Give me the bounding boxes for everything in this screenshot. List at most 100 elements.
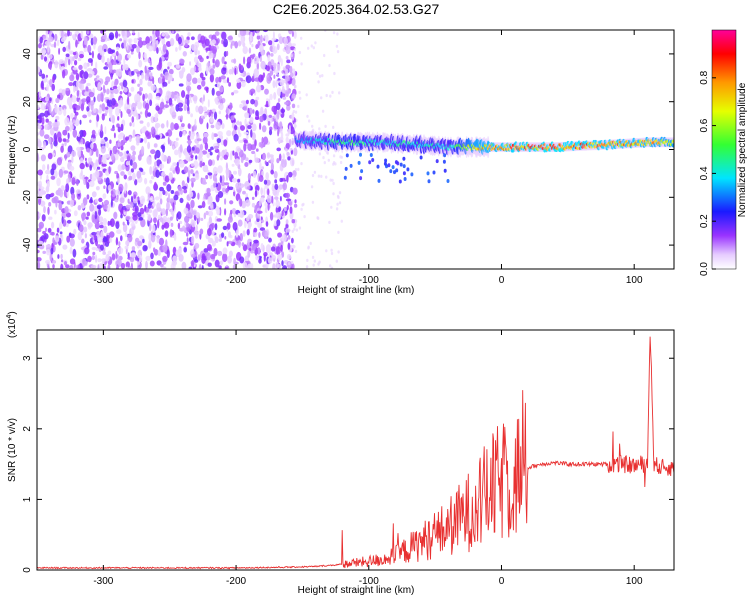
noise-cell xyxy=(49,78,53,88)
signal-cell xyxy=(343,175,347,180)
noise-cell xyxy=(115,221,120,229)
noise-cell xyxy=(42,164,46,171)
noise-cell xyxy=(41,73,46,79)
noise-cell xyxy=(254,57,257,62)
noise-cell xyxy=(298,50,302,55)
noise-cell xyxy=(197,77,202,84)
noise-cell xyxy=(233,90,239,94)
noise-cell xyxy=(77,57,82,62)
noise-cell xyxy=(74,118,80,127)
x-tick-label: -300 xyxy=(93,275,113,286)
noise-cell xyxy=(55,97,60,104)
noise-cell xyxy=(219,260,224,266)
noise-cell xyxy=(279,121,283,130)
noise-cell xyxy=(216,208,221,216)
noise-cell xyxy=(215,121,221,130)
noise-cell xyxy=(238,139,244,143)
noise-cell xyxy=(89,173,93,180)
noise-cell xyxy=(43,141,47,149)
noise-cell xyxy=(272,46,278,54)
noise-cell xyxy=(286,151,290,156)
noise-cell xyxy=(39,36,43,44)
noise-cell xyxy=(272,263,276,269)
noise-cell xyxy=(237,213,241,217)
noise-cell xyxy=(59,189,64,198)
noise-cell xyxy=(146,121,150,128)
noise-cell xyxy=(51,231,55,236)
noise-cell xyxy=(172,145,175,150)
noise-cell xyxy=(191,260,195,267)
noise-cell xyxy=(103,66,109,70)
signal-cell xyxy=(432,170,436,175)
noise-cell xyxy=(49,54,53,60)
noise-cell xyxy=(145,102,150,111)
noise-cell xyxy=(147,58,151,63)
noise-cell xyxy=(156,47,159,54)
noise-cell xyxy=(221,232,225,238)
noise-cell xyxy=(290,157,295,167)
noise-cell xyxy=(186,73,192,82)
noise-cell xyxy=(81,202,84,208)
noise-cell xyxy=(206,152,210,159)
noise-cell xyxy=(57,254,60,259)
noise-cell xyxy=(261,136,264,144)
noise-cell xyxy=(191,235,195,245)
noise-cell xyxy=(190,131,196,137)
noise-cell xyxy=(65,53,70,58)
colorbar-ticks: 0.0 0.2 0.4 0.6 0.8 xyxy=(699,70,716,276)
noise-cell xyxy=(263,30,268,33)
snr-x-label: Height of straight line (km) xyxy=(298,585,415,596)
noise-cell xyxy=(316,71,319,75)
noise-cell xyxy=(197,205,203,209)
noise-cell xyxy=(270,53,274,57)
noise-cell xyxy=(187,87,190,96)
noise-cell xyxy=(102,193,107,199)
noise-cell xyxy=(154,134,161,139)
noise-cell xyxy=(128,175,133,181)
noise-cell xyxy=(132,30,135,34)
noise-cell xyxy=(301,203,304,207)
noise-cell xyxy=(145,260,148,269)
noise-cell xyxy=(191,146,195,151)
noise-cell xyxy=(48,216,53,220)
noise-cell xyxy=(95,254,98,263)
noise-cell xyxy=(201,264,204,269)
noise-cell xyxy=(150,126,156,134)
noise-cell xyxy=(203,112,208,118)
noise-cell xyxy=(264,201,268,208)
noise-cell xyxy=(252,170,257,178)
noise-cell xyxy=(94,210,98,220)
noise-cell xyxy=(181,261,187,269)
noise-cell xyxy=(213,247,218,257)
noise-cell xyxy=(209,151,213,156)
noise-cell xyxy=(325,93,328,98)
noise-cell xyxy=(100,124,103,133)
signal-cell xyxy=(427,179,431,184)
x-tick-label: -200 xyxy=(226,576,246,587)
noise-cell xyxy=(206,244,212,251)
noise-cell xyxy=(195,212,201,219)
noise-cell xyxy=(211,39,216,45)
noise-cell xyxy=(224,198,227,205)
noise-cell xyxy=(257,246,261,255)
noise-cell xyxy=(105,106,109,110)
noise-cell xyxy=(109,237,113,243)
noise-cell xyxy=(154,154,157,160)
noise-cell xyxy=(147,213,152,221)
noise-cell xyxy=(250,98,256,105)
noise-cell xyxy=(87,157,93,163)
noise-cell xyxy=(125,204,131,209)
noise-cell xyxy=(219,86,224,93)
noise-cell xyxy=(167,155,171,164)
noise-cell xyxy=(162,181,167,186)
noise-cell xyxy=(94,170,100,178)
noise-cell xyxy=(226,241,229,247)
noise-cell xyxy=(243,143,247,152)
noise-cell xyxy=(125,261,130,268)
noise-cell xyxy=(193,65,196,72)
noise-cell xyxy=(186,140,193,144)
noise-cell xyxy=(71,34,76,39)
noise-cell xyxy=(98,107,102,114)
noise-cell xyxy=(110,190,114,195)
noise-cell xyxy=(276,102,281,111)
